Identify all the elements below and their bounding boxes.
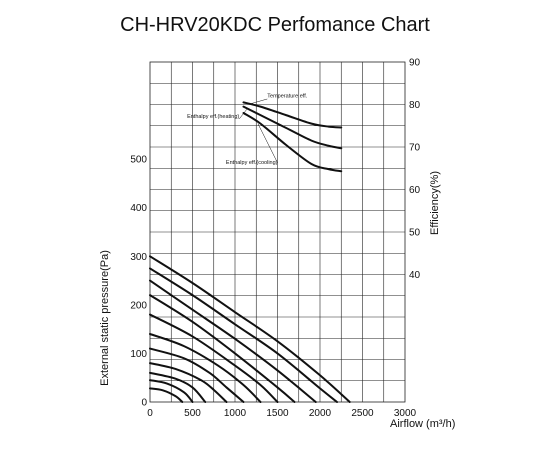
pressure-curve [149, 347, 245, 403]
efficiency-curve [242, 101, 343, 129]
pressure-curve [149, 313, 279, 403]
pressure-curve [149, 294, 296, 403]
annotation-enthalpy-heating: Enthalpy eff.(heating) [187, 114, 239, 120]
y-right-tick-label: 60 [409, 185, 421, 196]
efficiency-curve [242, 105, 343, 150]
y-left-tick-label: 200 [130, 300, 147, 311]
annotation-temperature-eff: Temperature eff. [267, 94, 307, 100]
x-tick-label: 2000 [309, 408, 332, 419]
y-left-tick-label: 0 [141, 398, 147, 409]
x-tick-label: 2500 [351, 408, 374, 419]
x-tick-label: 3000 [394, 408, 417, 419]
pressure-curve [149, 279, 317, 403]
efficiency-curves [242, 101, 343, 173]
pressure-curve [149, 387, 184, 403]
pressure-curve [149, 379, 194, 403]
efficiency-curve [242, 112, 343, 173]
annotation-leader [239, 109, 248, 120]
tick-labels: 0 500 1000 1500 2000 2500 3000 0 100 200 300 400 500… [130, 58, 420, 420]
x-tick-label: 1500 [266, 408, 289, 419]
pressure-curve [149, 362, 228, 403]
pressure-curves [149, 255, 351, 403]
efficiency-annotations: Temperature eff. Enthalpy eff.(heating) En… [187, 94, 308, 166]
pressure-curve [149, 267, 338, 403]
y-right-tick-label: 80 [409, 100, 421, 111]
annotation-leader [249, 98, 268, 105]
y-left-tick-label: 100 [130, 349, 147, 360]
annotation-enthalpy-cooling: Enthalpy eff.(cooling) [226, 160, 278, 166]
y-right-tick-label: 70 [409, 143, 421, 154]
y-left-tick-label: 300 [130, 252, 147, 263]
y-left-tick-label: 400 [130, 203, 147, 214]
y-left-tick-label: 500 [130, 155, 147, 166]
y-right-tick-label: 90 [409, 58, 421, 69]
y-right-tick-label: 40 [409, 270, 421, 281]
x-tick-label: 500 [184, 408, 201, 419]
y-axis-right-label: Efficiency(%) [429, 171, 441, 235]
pressure-curve [149, 371, 207, 403]
chart-title: CH-HRV20KDC Perfomance Chart [120, 14, 430, 36]
x-tick-label: 1000 [224, 408, 247, 419]
pressure-curve [149, 255, 351, 403]
x-axis-label: Airflow (m³/h) [390, 418, 455, 430]
y-axis-left-label: External static pressure(Pa) [99, 250, 111, 386]
y-right-tick-label: 50 [409, 228, 421, 239]
annotation-leader [257, 123, 278, 163]
x-tick-label: 0 [147, 408, 153, 419]
pressure-curve [149, 333, 262, 403]
grid [149, 61, 406, 403]
